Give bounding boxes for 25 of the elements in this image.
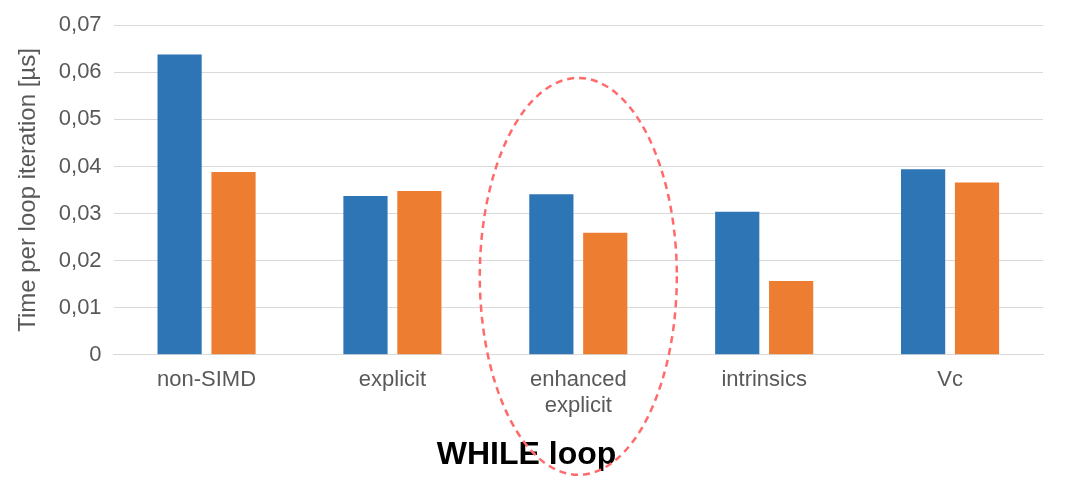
x-tick-label: Vc — [937, 366, 963, 392]
bar — [769, 280, 814, 355]
bar — [583, 232, 628, 355]
x-tick-label: explicit — [358, 366, 427, 392]
text: WHILE loop — [436, 434, 617, 471]
x-tick-label: non-SIMD — [157, 366, 257, 392]
y-tick-label: 0,04 — [58, 152, 102, 178]
y-tick-label: 0 — [89, 340, 102, 366]
y-axis-title: Time per loop iteration [µs] — [13, 48, 41, 332]
x-tick-label: enhanced explicit — [529, 366, 627, 418]
bar — [715, 211, 760, 355]
bar — [343, 196, 388, 355]
y-tick-label: 0,02 — [58, 246, 102, 272]
y-tick-label: 0,07 — [58, 11, 102, 37]
bar — [954, 182, 1000, 355]
y-tick-label: 0,01 — [58, 293, 102, 319]
bar — [157, 54, 202, 355]
y-tick-label: 0,06 — [58, 58, 102, 84]
x-tick-label: intrinsics — [721, 366, 807, 392]
bar — [901, 169, 946, 355]
y-tick-label: 0,05 — [58, 105, 102, 131]
bar — [529, 194, 574, 355]
bar — [397, 190, 442, 355]
bar — [211, 172, 256, 355]
y-tick-label: 0,03 — [58, 199, 102, 225]
